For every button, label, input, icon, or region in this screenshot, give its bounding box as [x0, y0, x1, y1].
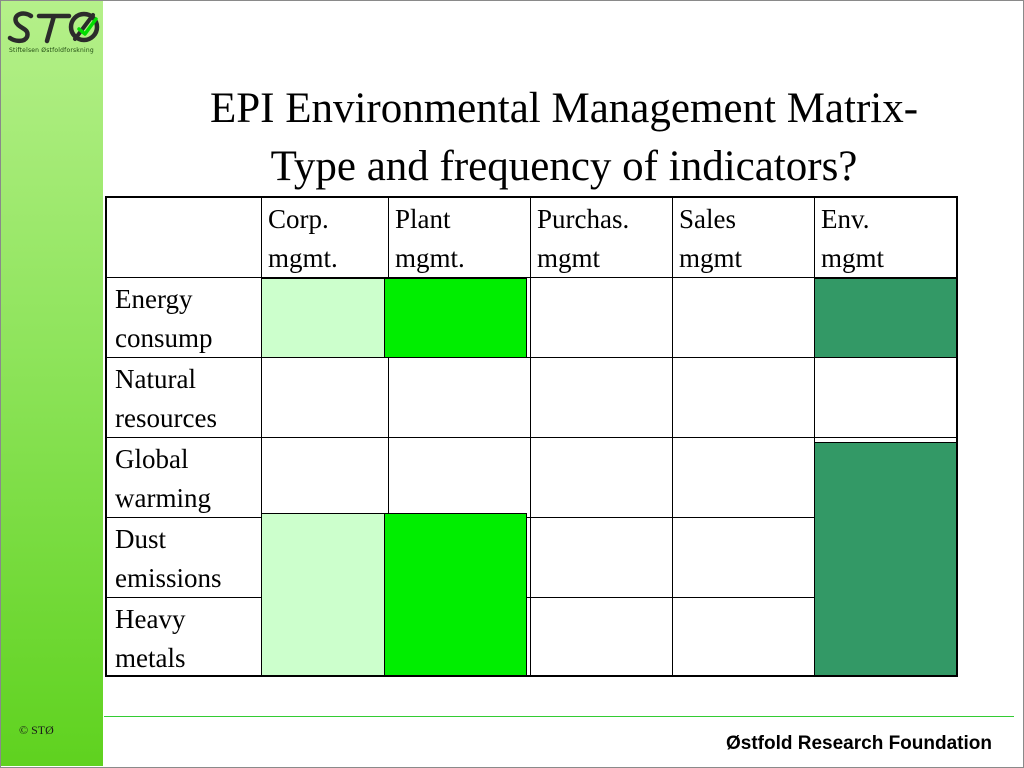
matrix-cell [672, 277, 815, 358]
matrix-cell [388, 357, 531, 438]
matrix-cell [530, 597, 673, 676]
matrix-cell [530, 437, 673, 518]
matrix-cell [388, 437, 531, 518]
matrix-cell [530, 517, 673, 598]
indicator-block-light [261, 278, 385, 358]
sto-logo-icon [7, 11, 100, 44]
row-label: Energy consump [106, 277, 262, 358]
matrix-corner-cell [106, 197, 262, 278]
indicator-block-bright [384, 278, 527, 358]
indicator-block-light [261, 513, 385, 676]
matrix-cell [672, 437, 815, 518]
footer-organization: Østfold Research Foundation [725, 733, 992, 754]
indicator-block-dark [814, 278, 957, 358]
matrix-cell [261, 357, 389, 438]
column-header: Plant mgmt. [388, 197, 531, 278]
slide-title: EPI Environmental Management Matrix- Typ… [104, 80, 1024, 196]
sidebar: Stiftelsen Østfoldforskning © STØ [1, 1, 103, 766]
column-header: Env. mgmt [814, 197, 957, 278]
title-line-1: EPI Environmental Management Matrix- [209, 85, 919, 132]
row-label: Natural resources [106, 357, 262, 438]
column-header: Sales mgmt [672, 197, 815, 278]
matrix-cell [672, 597, 815, 676]
matrix-cell [814, 357, 957, 438]
copyright-label: © STØ [19, 723, 54, 737]
row-label: Dust emissions [106, 517, 262, 598]
matrix-cell [530, 357, 673, 438]
row-label: Global warming [106, 437, 262, 518]
logo-tagline: Stiftelsen Østfoldforskning [9, 47, 94, 54]
row-label: Heavy metals [106, 597, 262, 676]
matrix-cell [672, 517, 815, 598]
title-line-2: Type and frequency of indicators? [270, 143, 858, 190]
footer-divider [104, 716, 1014, 717]
matrix-cell [261, 437, 389, 518]
matrix-cell [530, 277, 673, 358]
column-header: Corp. mgmt. [261, 197, 389, 278]
column-header: Purchas. mgmt [530, 197, 673, 278]
indicator-block-dark [814, 442, 957, 676]
indicator-block-bright [384, 513, 527, 676]
matrix-cell [672, 357, 815, 438]
